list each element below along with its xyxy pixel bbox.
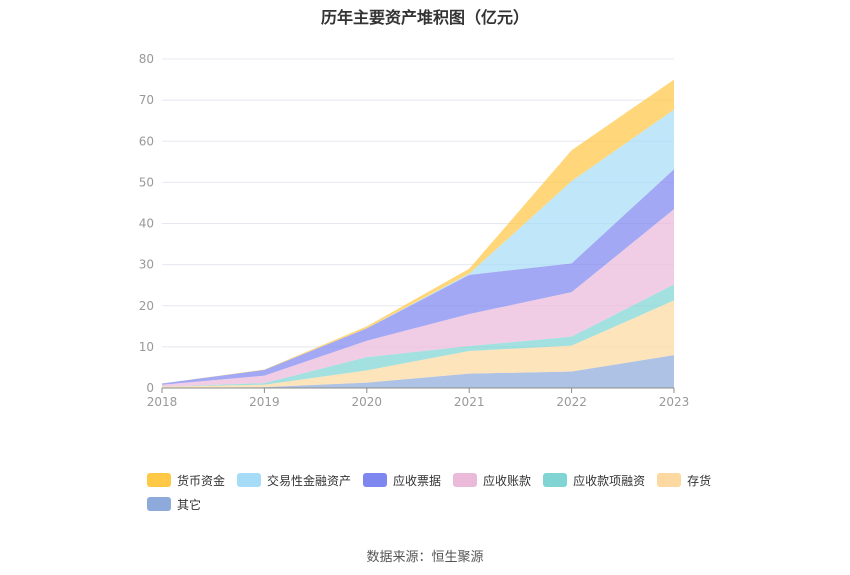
data-source: 数据来源：恒生聚源 <box>366 550 484 565</box>
chart-title: 历年主要资产堆积图（亿元） <box>320 8 529 27</box>
legend-item[interactable]: 其它 <box>147 496 201 512</box>
legend-swatch <box>453 473 478 487</box>
x-tick-label: 2021 <box>454 395 485 409</box>
y-tick-label: 50 <box>139 175 154 189</box>
legend-swatch <box>363 473 388 487</box>
legend-swatch <box>543 473 568 487</box>
legend-swatch <box>657 473 682 487</box>
legend-label: 应收款项融资 <box>573 473 646 488</box>
legend-item[interactable]: 应收款项融资 <box>543 472 645 488</box>
legend-label: 货币资金 <box>177 473 226 488</box>
legend-label: 交易性金融资产 <box>267 473 352 488</box>
y-tick-label: 70 <box>139 93 154 107</box>
legend-swatch <box>147 473 171 487</box>
legend-label: 应收票据 <box>393 473 442 488</box>
area-layer <box>162 79 674 388</box>
x-tick-label: 2022 <box>556 395 587 409</box>
area-series <box>162 109 674 384</box>
legend-item[interactable]: 交易性金融资产 <box>237 472 351 488</box>
x-tick-label: 2018 <box>147 395 178 409</box>
y-tick-label: 40 <box>139 217 154 231</box>
y-tick-label: 0 <box>146 381 154 395</box>
y-tick-label: 80 <box>139 52 154 66</box>
x-tick-label: 2023 <box>659 395 690 409</box>
x-tick-label: 2020 <box>352 395 383 409</box>
stacked-area-chart: 0 10 20 30 40 50 60 70 80 2018 2019 2020 2021 2022 202… <box>139 52 690 409</box>
legend-label: 存货 <box>687 473 712 488</box>
legend: 货币资金 交易性金融资产 应收票据 应收账款 应收款项融资 存货其它 <box>147 472 727 512</box>
legend-item[interactable]: 货币资金 <box>147 472 225 488</box>
legend-item[interactable]: 应收票据 <box>363 472 441 488</box>
legend-item[interactable]: 存货 <box>657 472 711 488</box>
y-tick-label: 30 <box>139 258 154 272</box>
axes: 0 10 20 30 40 50 60 70 80 2018 2019 2020 2021 2022 202… <box>139 52 690 409</box>
legend-swatch <box>147 497 171 511</box>
y-tick-label: 10 <box>139 340 154 354</box>
area-series <box>162 355 674 388</box>
x-tick-label: 2019 <box>249 395 280 409</box>
y-tick-label: 60 <box>139 134 154 148</box>
legend-label: 其它 <box>177 497 202 512</box>
legend-swatch <box>237 473 262 487</box>
area-series <box>162 300 674 388</box>
area-series <box>162 209 674 387</box>
y-tick-label: 20 <box>139 299 154 313</box>
legend-label: 应收账款 <box>483 473 532 488</box>
area-series <box>162 169 674 385</box>
legend-item[interactable]: 应收账款 <box>453 472 531 488</box>
